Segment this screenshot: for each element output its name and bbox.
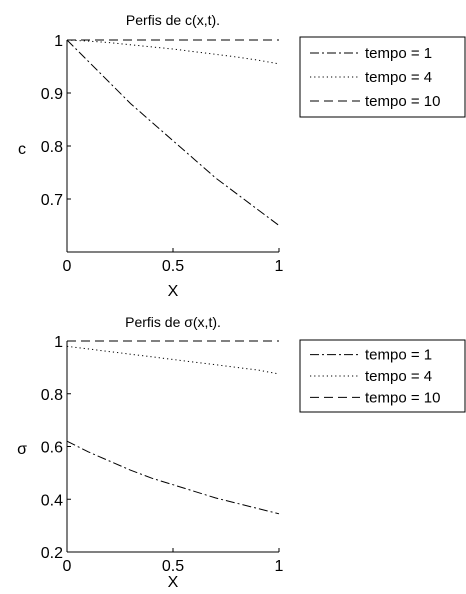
legend-label: tempo = 4 [365, 69, 432, 86]
x-tick-label: 1 [275, 258, 284, 275]
y-tick-label: 1 [54, 334, 63, 351]
chart-sigma-xlabel: X [168, 574, 179, 591]
legend-label: tempo = 1 [365, 45, 432, 62]
legend-label: tempo = 10 [365, 389, 440, 406]
x-tick-label: 0.5 [162, 258, 184, 275]
series-line-tempo-4 [66, 39, 280, 65]
x-tick-label: 0 [63, 258, 72, 275]
series-line-tempo-4 [66, 345, 280, 375]
x-tick-label: 1 [275, 558, 284, 575]
x-tick-label: 0.5 [162, 558, 184, 575]
chart-sigma-ylabel: σ [17, 441, 27, 458]
y-tick-label: 0.9 [41, 86, 63, 103]
series-line-tempo-1 [66, 440, 280, 515]
legend-label: tempo = 10 [365, 93, 440, 110]
chart-c-ylabel: c [18, 141, 26, 158]
legend-box [299, 36, 466, 118]
legend-label: tempo = 4 [365, 368, 432, 385]
y-tick-label: 0.6 [41, 440, 63, 457]
chart-sigma-axes: 0 0.5 1 0.2 0.4 0.6 0.8 1 [41, 334, 284, 575]
y-tick-label: 0.8 [41, 387, 63, 404]
chart-c-axes: 0 0.5 1 0.7 0.8 0.9 1 [41, 33, 284, 275]
chart-sigma-title: Perfis de σ(x,t). [125, 314, 221, 330]
chart-sigma-legend: tempo = 1 tempo = 4 tempo = 10 [299, 339, 466, 413]
chart-c-xlabel: X [168, 283, 179, 300]
y-tick-label: 0.7 [41, 192, 63, 209]
chart-sigma-series-group [66, 340, 280, 515]
y-tick-label: 0.8 [41, 139, 63, 156]
y-tick-label: 0.4 [41, 492, 63, 509]
chart-c-panel: Perfis de c(x,t). c X 0 0.5 1 0.7 0.8 0.9 1 te… [18, 12, 466, 300]
chart-c-legend: tempo = 1 tempo = 4 tempo = 10 [299, 36, 466, 118]
chart-c-title: Perfis de c(x,t). [126, 12, 220, 28]
x-tick-label: 0 [63, 558, 72, 575]
y-tick-label: 1 [54, 33, 63, 50]
legend-label: tempo = 1 [365, 347, 432, 364]
y-tick-label: 0.2 [41, 545, 63, 562]
chart-c-series-group [66, 39, 280, 226]
series-line-tempo-1 [66, 39, 280, 226]
chart-sigma-panel: Perfis de σ(x,t). σ X 0 0.5 1 0.2 0.4 0.6 0.8 1… [17, 314, 466, 591]
